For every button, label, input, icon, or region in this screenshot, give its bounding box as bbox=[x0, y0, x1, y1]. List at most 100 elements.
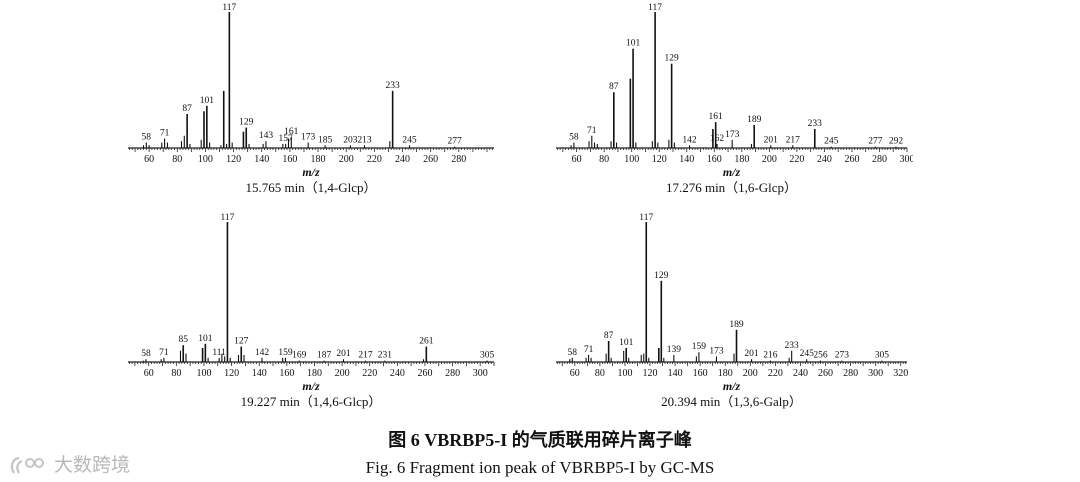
x-tick-label: 260 bbox=[423, 154, 438, 165]
x-tick-label: 300 bbox=[868, 368, 883, 379]
x-axis-label: m/z bbox=[723, 165, 741, 179]
x-tick-label: 240 bbox=[390, 368, 405, 379]
peak-label: 111 bbox=[212, 348, 226, 358]
peak-label: 58 bbox=[142, 133, 152, 143]
peak-label: 101 bbox=[619, 338, 634, 348]
peak-label: 85 bbox=[178, 335, 188, 345]
peak-label: 157 bbox=[279, 134, 294, 144]
spectrum-panel-3: 60 80 100 120 140 160 180 200 220 240 260 280 300 58 7… bbox=[128, 213, 495, 409]
x-tick-label: 180 bbox=[311, 154, 326, 165]
spectrum-panel-4: 60 80 100 120 140 160 180 200 220 240 260 280 300 320… bbox=[556, 213, 908, 409]
peak-label: 161 bbox=[709, 112, 724, 122]
peak-label: 127 bbox=[234, 337, 249, 347]
peak-label: 233 bbox=[785, 341, 800, 351]
peak-label: 142 bbox=[682, 135, 697, 145]
peak-label: 245 bbox=[800, 349, 815, 359]
x-tick-label: 280 bbox=[872, 154, 887, 165]
x-tick-label: 260 bbox=[818, 368, 833, 379]
x-tick-label: 60 bbox=[570, 368, 580, 379]
peak-label: 185 bbox=[318, 135, 333, 145]
x-tick-label: 300 bbox=[900, 154, 914, 165]
peak-label: 139 bbox=[667, 345, 682, 355]
peak-label: 159 bbox=[278, 348, 293, 358]
peak-label: 129 bbox=[239, 118, 254, 128]
x-tick-label: 140 bbox=[254, 154, 269, 165]
x-tick-label: 200 bbox=[743, 368, 758, 379]
peak-label: 189 bbox=[747, 115, 762, 125]
x-tick-label: 160 bbox=[693, 368, 708, 379]
peak-label: 305 bbox=[480, 351, 495, 361]
peak-label: 245 bbox=[824, 137, 839, 147]
x-tick-label: 120 bbox=[643, 368, 658, 379]
peak-label: 117 bbox=[648, 3, 662, 13]
peak-label: 203 bbox=[343, 135, 358, 145]
x-tick-label: 180 bbox=[307, 368, 322, 379]
x-tick-label: 140 bbox=[668, 368, 683, 379]
peak-label: 245 bbox=[402, 135, 417, 145]
x-tick-label: 100 bbox=[617, 368, 632, 379]
peak-label: 159 bbox=[692, 342, 707, 352]
x-tick-label: 220 bbox=[768, 368, 783, 379]
peak-label: 162 bbox=[710, 134, 725, 144]
peak-label: 129 bbox=[664, 54, 679, 64]
x-tick-label: 100 bbox=[196, 368, 211, 379]
spectrum-panel-1: 60 80 100 120 140 160 180 200 220 240 260 280 58 71 87… bbox=[128, 3, 494, 195]
x-tick-label: 180 bbox=[718, 368, 733, 379]
peak-label: 233 bbox=[386, 81, 401, 91]
x-axis-label: m/z bbox=[302, 165, 320, 179]
x-axis-label: m/z bbox=[302, 379, 320, 393]
peak-label: 256 bbox=[813, 351, 828, 361]
peak-label: 71 bbox=[587, 126, 597, 136]
peak-label: 189 bbox=[729, 320, 744, 330]
peak-label: 277 bbox=[447, 137, 462, 147]
peak-label: 231 bbox=[378, 351, 393, 361]
peak-label: 117 bbox=[220, 213, 234, 223]
peak-label: 169 bbox=[292, 351, 307, 361]
x-tick-label: 220 bbox=[362, 368, 377, 379]
x-tick-label: 60 bbox=[144, 154, 154, 165]
peak-label: 233 bbox=[808, 119, 823, 129]
peak-label: 261 bbox=[419, 337, 434, 347]
figure-caption-english: Fig. 6 Fragment ion peak of VBRBP5-I by … bbox=[365, 458, 715, 477]
watermark-text: 大数跨境 bbox=[54, 454, 131, 476]
x-tick-label: 80 bbox=[599, 154, 609, 165]
peak-label: 101 bbox=[198, 334, 213, 344]
x-tick-label: 220 bbox=[789, 154, 804, 165]
x-tick-label: 320 bbox=[893, 368, 908, 379]
peak-label: 161 bbox=[284, 127, 299, 137]
x-tick-label: 160 bbox=[279, 368, 294, 379]
peak-label: 101 bbox=[626, 39, 641, 49]
x-tick-label: 280 bbox=[445, 368, 460, 379]
x-tick-label: 100 bbox=[624, 154, 639, 165]
peak-label: 71 bbox=[160, 128, 170, 138]
x-tick-label: 160 bbox=[707, 154, 722, 165]
peak-label: 101 bbox=[200, 96, 215, 106]
peak-label: 71 bbox=[159, 348, 169, 358]
x-tick-label: 200 bbox=[339, 154, 354, 165]
x-tick-label: 200 bbox=[335, 368, 350, 379]
x-tick-label: 120 bbox=[652, 154, 667, 165]
watermark-logo-icon bbox=[10, 456, 44, 474]
peak-label: 142 bbox=[255, 348, 270, 358]
x-tick-label: 140 bbox=[679, 154, 694, 165]
peak-label: 71 bbox=[584, 345, 594, 355]
x-tick-label: 220 bbox=[367, 154, 382, 165]
peak-label: 201 bbox=[744, 349, 759, 359]
peak-label: 201 bbox=[764, 135, 779, 145]
peak-label: 292 bbox=[889, 137, 904, 147]
peak-label: 87 bbox=[604, 331, 614, 341]
peak-label: 58 bbox=[141, 349, 151, 359]
peak-label: 117 bbox=[222, 3, 236, 13]
panel-title: 15.765 min（1,4-Glcp） bbox=[245, 180, 376, 195]
peak-label: 87 bbox=[609, 82, 619, 92]
x-tick-label: 240 bbox=[395, 154, 410, 165]
peak-label: 173 bbox=[709, 346, 724, 356]
x-tick-label: 180 bbox=[734, 154, 749, 165]
x-tick-label: 80 bbox=[172, 154, 182, 165]
watermark: 大数跨境 bbox=[8, 450, 130, 477]
x-tick-label: 200 bbox=[762, 154, 777, 165]
x-tick-label: 140 bbox=[252, 368, 267, 379]
peak-label: 87 bbox=[182, 104, 192, 114]
x-tick-label: 120 bbox=[224, 368, 239, 379]
x-axis-label: m/z bbox=[723, 379, 741, 393]
